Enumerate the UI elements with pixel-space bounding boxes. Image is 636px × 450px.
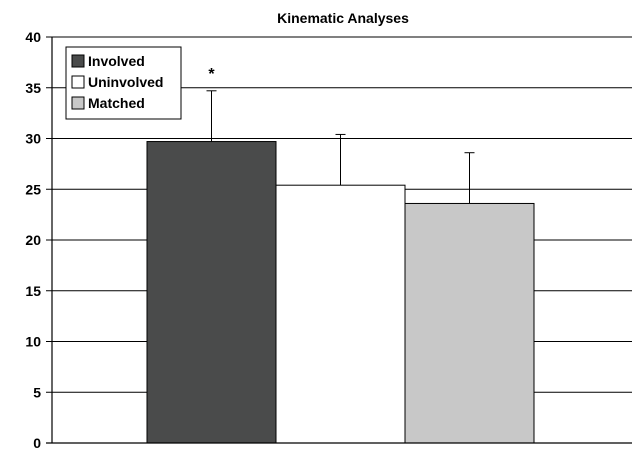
legend-label-uninvolved: Uninvolved xyxy=(88,74,163,90)
legend-swatch-involved xyxy=(71,54,85,68)
bar-involved xyxy=(146,141,277,444)
bars xyxy=(146,141,535,444)
legend-swatch-uninvolved xyxy=(71,75,85,89)
y-tick-label: 30 xyxy=(25,131,41,147)
legend-swatch-matched xyxy=(71,96,85,110)
bar-matched xyxy=(404,202,535,444)
chart-title: Kinematic Analyses xyxy=(277,10,409,26)
y-tick-label: 0 xyxy=(33,435,41,450)
y-tick-label: 5 xyxy=(33,384,41,400)
y-tick-label: 20 xyxy=(25,232,41,248)
bar-uninvolved xyxy=(275,184,406,444)
y-tick-label: 15 xyxy=(25,283,41,299)
legend-box xyxy=(65,46,182,120)
annotations: * xyxy=(208,66,215,83)
error-bars xyxy=(206,90,475,204)
significance-marker: * xyxy=(208,66,215,83)
legend: Involved Uninvolved Matched xyxy=(65,46,182,120)
y-axis-ticks: 0 5 10 15 20 25 30 35 40 xyxy=(25,29,52,450)
legend-label-matched: Matched xyxy=(88,95,145,111)
y-tick-label: 35 xyxy=(25,80,41,96)
y-tick-label: 25 xyxy=(25,181,41,197)
y-tick-label: 10 xyxy=(25,334,41,350)
y-tick-label: 40 xyxy=(25,29,41,45)
legend-label-involved: Involved xyxy=(88,53,145,69)
